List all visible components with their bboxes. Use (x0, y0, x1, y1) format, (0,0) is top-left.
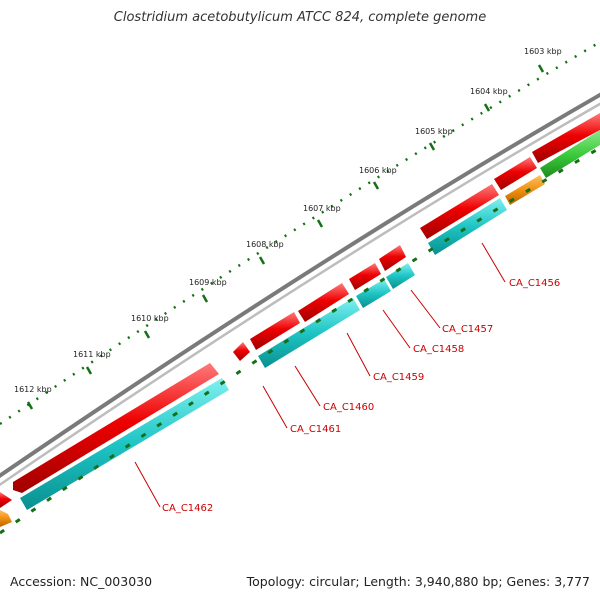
callout-line (262, 385, 288, 429)
gene-label: CA_C1458 (413, 344, 464, 355)
gene-bar (356, 279, 391, 308)
callout-line (410, 289, 441, 329)
backbone (0, 92, 600, 487)
ruler-major-tick (85, 366, 93, 375)
ruler-label: 1611 kbp (73, 350, 111, 359)
backbone-outer-strand (0, 92, 600, 479)
inner-dash-line (0, 146, 600, 535)
ruler-major-tick (483, 103, 491, 112)
gene-label: CA_C1461 (290, 424, 341, 435)
cds-feature (250, 312, 300, 350)
ruler-label: 1607 kbp (303, 204, 341, 213)
accession-text: Accession: NC_003030 (10, 574, 153, 589)
cds-feature (349, 263, 381, 290)
gene-label: CA_C1462 (162, 503, 213, 514)
cds-forward-track (0, 113, 600, 508)
orange-feature (505, 175, 545, 205)
cds-feature (13, 363, 219, 493)
gene-bar (258, 298, 360, 368)
position-ruler (0, 40, 600, 426)
genome-summary-text: Topology: circular; Length: 3,940,880 bp… (246, 574, 590, 589)
gene-label: CA_C1459 (373, 372, 424, 383)
ruler-major-tick (201, 294, 209, 303)
callout-line (346, 332, 371, 377)
callout-line (382, 309, 411, 349)
gene-bar (20, 378, 229, 510)
inner-tick-track (0, 146, 600, 535)
callout-line (481, 242, 506, 283)
gene-label: CA_C1457 (442, 324, 493, 335)
callout-line (294, 365, 321, 407)
green-feature (540, 130, 600, 178)
ruler-label: 1610 kbp (131, 314, 169, 323)
ruler-label: 1609 kbp (189, 278, 227, 287)
orange-feature (0, 510, 12, 527)
ruler-dotted-line (0, 40, 600, 426)
gene-bar (386, 263, 415, 289)
gene-labels: CA_C1456 CA_C1457 CA_C1458 CA_C1459 CA_C… (162, 278, 560, 514)
map-title: Clostridium acetobutylicum ATCC 824, com… (113, 10, 487, 25)
gene-label: CA_C1456 (509, 278, 560, 289)
ruler-label: 1612 kbp (14, 385, 52, 394)
gene-callouts (134, 242, 506, 508)
ruler-label: 1603 kbp (524, 47, 562, 56)
gene-label: CA_C1460 (323, 402, 374, 413)
cds-feature (379, 245, 406, 271)
feature-track-other (0, 130, 600, 527)
ruler-major-tick (372, 181, 380, 190)
ruler-label: 1608 kbp (246, 240, 284, 249)
ruler-labels: 1603 kbp 1604 kbp 1605 kbp 1606 kbp 1607… (14, 47, 562, 394)
ruler-major-tick (258, 256, 266, 265)
cds-feature (233, 342, 250, 361)
ruler-major-tick (26, 401, 34, 410)
cds-feature (494, 157, 537, 190)
cds-feature (532, 113, 600, 163)
ruler-label: 1605 kbp (415, 127, 453, 136)
cds-feature (0, 492, 12, 508)
cds-feature (298, 283, 349, 322)
backbone-inner-strand (0, 102, 600, 487)
cds-feature (420, 184, 499, 239)
ruler-label: 1606 kbp (359, 166, 397, 175)
ruler-major-tick (143, 330, 151, 339)
callout-line (134, 461, 161, 508)
ruler-major-tick (316, 219, 324, 228)
ruler-major-tick (428, 142, 436, 151)
ruler-label: 1604 kbp (470, 87, 508, 96)
ruler-major-tick (537, 64, 545, 73)
